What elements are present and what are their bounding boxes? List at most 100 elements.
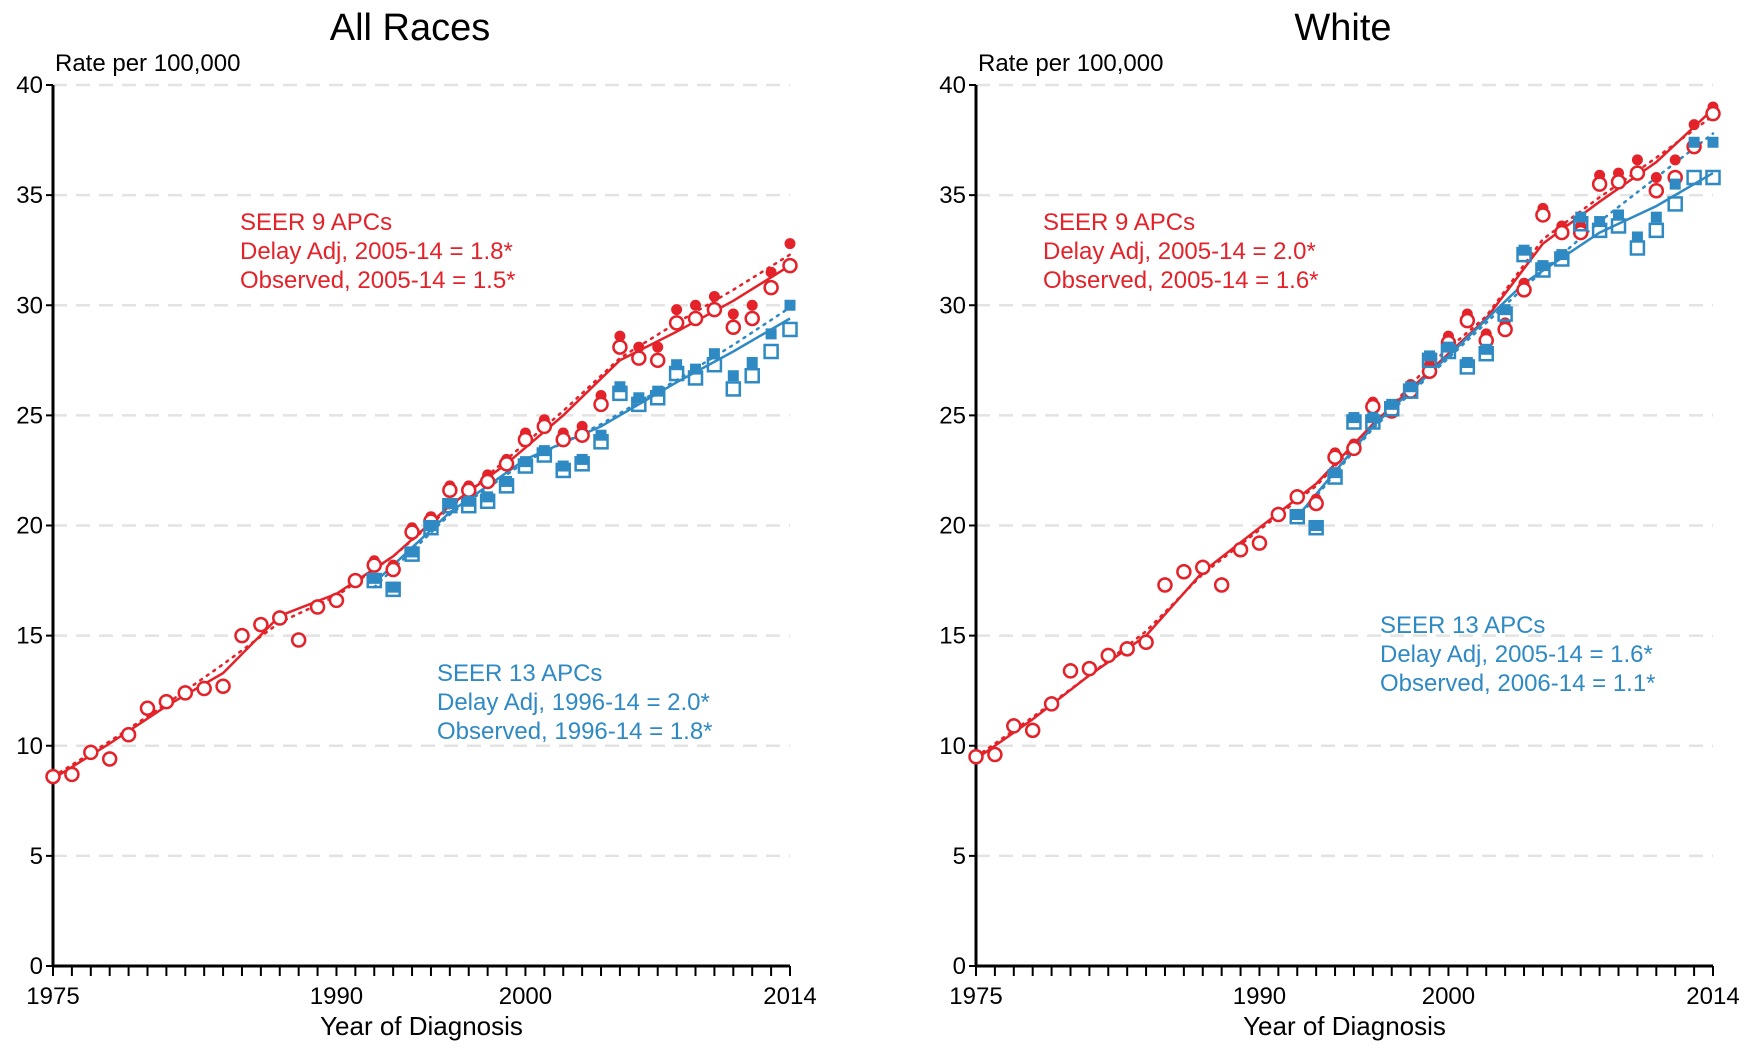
point-seer9-observed bbox=[101, 751, 118, 767]
point-seer13-observed bbox=[593, 434, 609, 450]
point-seer9-delay-adj bbox=[765, 266, 777, 278]
point-seer9-observed bbox=[612, 339, 628, 355]
point-seer9-delay-adj bbox=[727, 308, 739, 320]
point-seer9-observed bbox=[1705, 105, 1721, 122]
point-seer9-delay-adj bbox=[690, 299, 702, 311]
annotation-seer13-delay-adj: Delay Adj, 1996-14 = 2.0* bbox=[437, 689, 710, 716]
point-seer13-observed bbox=[1289, 508, 1306, 525]
point-seer9-observed bbox=[517, 431, 534, 448]
x-tick-label: 1990 bbox=[1233, 983, 1286, 1010]
point-seer9-observed bbox=[366, 557, 383, 573]
y-tick-label: 10 bbox=[939, 733, 966, 760]
point-seer9-observed bbox=[1610, 174, 1627, 190]
point-seer9-observed bbox=[158, 693, 175, 710]
y-tick-label: 35 bbox=[939, 182, 966, 209]
point-seer9-observed bbox=[1648, 182, 1665, 199]
point-seer9-observed bbox=[631, 350, 647, 366]
point-seer13-delay-adj bbox=[1613, 209, 1625, 221]
x-tick-label: 1975 bbox=[949, 983, 1002, 1010]
point-seer13-delay-adj bbox=[1348, 412, 1360, 424]
point-seer13-observed bbox=[744, 367, 760, 384]
y-tick-label: 10 bbox=[16, 733, 43, 760]
point-seer9-observed bbox=[1176, 564, 1192, 580]
point-seer13-delay-adj bbox=[1386, 398, 1398, 410]
point-seer9-observed bbox=[177, 685, 194, 701]
point-seer13-delay-adj bbox=[1367, 412, 1379, 424]
point-seer13-delay-adj bbox=[406, 546, 418, 558]
point-seer9-observed bbox=[1421, 363, 1438, 380]
point-seer13-delay-adj bbox=[501, 475, 513, 487]
point-seer9-observed bbox=[215, 678, 231, 695]
point-seer13-observed bbox=[498, 478, 515, 494]
point-seer13-observed bbox=[1667, 196, 1683, 212]
point-seer13-delay-adj bbox=[538, 445, 550, 457]
point-seer9-observed bbox=[1100, 647, 1117, 664]
point-seer9-observed bbox=[1157, 577, 1173, 593]
point-seer13-observed bbox=[1610, 218, 1627, 234]
point-seer13-delay-adj bbox=[1688, 136, 1700, 148]
point-seer9-observed bbox=[1138, 634, 1154, 650]
annotation-seer9-delay-adj: Delay Adj, 2005-14 = 1.8* bbox=[240, 238, 513, 265]
point-seer9-delay-adj bbox=[633, 341, 645, 353]
point-seer13-delay-adj bbox=[368, 572, 380, 584]
point-seer9-observed bbox=[196, 680, 212, 697]
point-seer9-observed bbox=[687, 310, 704, 327]
point-seer13-delay-adj bbox=[727, 370, 739, 382]
point-seer13-observed bbox=[1572, 216, 1589, 232]
point-seer13-observed bbox=[668, 365, 685, 382]
point-seer13-observed bbox=[725, 381, 742, 397]
point-seer13-delay-adj bbox=[1480, 343, 1492, 355]
x-axis-label: Year of Diagnosis bbox=[1243, 1011, 1446, 1041]
point-seer9-observed bbox=[668, 315, 685, 331]
point-seer13-delay-adj bbox=[482, 491, 494, 503]
point-seer13-observed bbox=[460, 497, 477, 514]
point-seer9-delay-adj bbox=[671, 304, 683, 316]
point-seer9-observed bbox=[1081, 660, 1098, 677]
y-axis-label: Rate per 100,000 bbox=[55, 50, 240, 77]
point-seer13-delay-adj bbox=[690, 363, 702, 375]
point-seer9-delay-adj bbox=[784, 238, 796, 250]
point-seer9-observed bbox=[1289, 489, 1306, 505]
point-seer9-delay-adj bbox=[708, 290, 720, 302]
point-seer13-delay-adj bbox=[1329, 467, 1341, 479]
panel-white: White Rate per 100,000 0 5 10 15 20 25 30 35 40 197… bbox=[939, 7, 1739, 1041]
x-tick-label: 2014 bbox=[1686, 983, 1739, 1010]
point-seer9-observed bbox=[64, 766, 80, 783]
point-seer9-observed bbox=[139, 700, 156, 717]
fit-line-seer9-fit-observed bbox=[52, 264, 791, 780]
point-seer13-delay-adj bbox=[1650, 211, 1662, 223]
y-tick-label: 40 bbox=[939, 72, 966, 99]
point-seer13-delay-adj bbox=[1537, 260, 1549, 272]
point-seer9-observed bbox=[1043, 696, 1060, 712]
point-seer9-observed bbox=[1572, 224, 1589, 241]
panel-all-races: All Races Rate per 100,000 0 5 10 15 20 25 30 35 4… bbox=[16, 7, 816, 1041]
point-seer13-delay-adj bbox=[425, 520, 437, 531]
point-seer13-delay-adj bbox=[444, 497, 456, 509]
point-seer13-delay-adj bbox=[463, 495, 475, 507]
point-seer9-delay-adj bbox=[746, 299, 758, 311]
point-seer9-delay-adj bbox=[1650, 172, 1662, 184]
point-seer13-observed bbox=[706, 356, 723, 373]
point-seer9-observed bbox=[1213, 577, 1230, 593]
point-seer13-observed bbox=[404, 546, 420, 562]
point-seer9-observed bbox=[347, 572, 364, 589]
point-seer9-observed bbox=[1346, 440, 1362, 457]
point-seer13-observed bbox=[479, 493, 496, 510]
point-seer9-delay-adj bbox=[614, 330, 626, 342]
point-seer9-observed bbox=[479, 473, 496, 490]
point-seer9-observed bbox=[968, 749, 984, 765]
chart-title: All Races bbox=[330, 7, 491, 49]
point-seer9-observed bbox=[460, 482, 477, 499]
point-seer13-delay-adj bbox=[746, 357, 758, 369]
x-axis-label: Year of Diagnosis bbox=[320, 1011, 523, 1041]
point-seer13-delay-adj bbox=[557, 460, 569, 472]
point-seer9-observed bbox=[1365, 398, 1381, 415]
y-tick-label: 30 bbox=[16, 292, 43, 319]
point-seer13-delay-adj bbox=[1518, 244, 1530, 256]
point-seer13-delay-adj bbox=[708, 348, 720, 360]
point-seer9-observed bbox=[744, 310, 760, 327]
point-seer13-observed bbox=[649, 390, 666, 406]
point-seer9-observed bbox=[234, 627, 250, 644]
